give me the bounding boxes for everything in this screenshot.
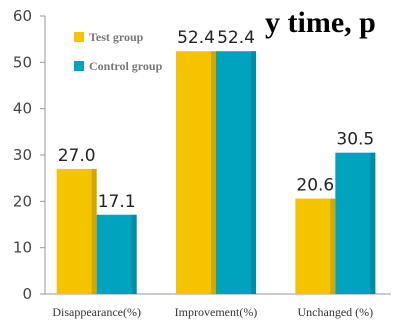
y-tick-label: 20 bbox=[13, 192, 32, 210]
y-tick-label: 0 bbox=[22, 285, 32, 303]
bar-shade bbox=[251, 51, 256, 294]
y-tick-label: 40 bbox=[13, 100, 32, 118]
x-tick-label: Unchanged (%) bbox=[298, 305, 374, 319]
data-label: 20.6 bbox=[296, 176, 334, 196]
data-labels: 27.0 17.1 52.4 52.4 20.6 30.5 bbox=[58, 28, 375, 212]
data-label: 52.4 bbox=[177, 28, 215, 48]
bar bbox=[56, 168, 97, 294]
partial-heading: y time, p bbox=[265, 6, 376, 39]
bar-shade bbox=[330, 198, 336, 294]
bar bbox=[96, 214, 137, 294]
x-tick-label: Disappearance(%) bbox=[52, 305, 141, 319]
y-tick-label: 30 bbox=[13, 146, 32, 164]
legend: Test group Control group bbox=[74, 30, 163, 73]
y-tick-label: 50 bbox=[13, 53, 32, 71]
axes: 0 10 20 30 40 50 60 Disappearance(%) Improvement… bbox=[13, 7, 391, 319]
data-label: 17.1 bbox=[98, 192, 136, 212]
legend-label: Test group bbox=[89, 30, 144, 44]
legend-swatch bbox=[74, 61, 84, 71]
legend-label: Control group bbox=[89, 59, 163, 73]
bar bbox=[295, 198, 336, 294]
bar-shade bbox=[370, 152, 376, 294]
data-label: 52.4 bbox=[217, 28, 255, 48]
bar-shade bbox=[131, 214, 137, 294]
bar-shade bbox=[211, 51, 216, 294]
y-tick-label: 60 bbox=[13, 7, 32, 25]
legend-swatch bbox=[74, 32, 84, 42]
y-tick-label: 10 bbox=[13, 239, 32, 257]
bars bbox=[56, 51, 376, 294]
bar-shade bbox=[91, 168, 97, 294]
data-label: 30.5 bbox=[336, 130, 374, 150]
bar bbox=[335, 152, 376, 294]
bar bbox=[216, 51, 256, 294]
bar bbox=[176, 51, 216, 294]
data-label: 27.0 bbox=[58, 146, 96, 166]
x-tick-label: Improvement(%) bbox=[175, 305, 258, 319]
